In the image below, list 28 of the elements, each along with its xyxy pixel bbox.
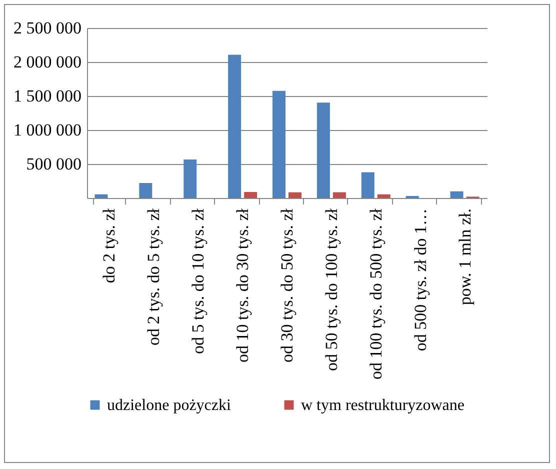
bar <box>228 54 242 198</box>
x-tick-label: od 10 tys. do 30 tys. zł <box>233 208 252 362</box>
bar <box>272 90 286 198</box>
bar <box>244 192 258 198</box>
x-tick-label: od 500 tys. zł do 1… <box>410 208 430 352</box>
x-tick-label: od 100 tys. do 500 tys. zł <box>366 208 386 380</box>
x-tick-label: od 5 tys. do 10 tys. zł <box>188 208 208 354</box>
bar <box>288 192 302 198</box>
x-tick-label: do 2 tys. zł <box>100 208 119 284</box>
y-tick-label: 2 500 000 <box>14 18 82 38</box>
legend-label: w tym restrukturyzowane <box>301 397 465 414</box>
bar <box>332 192 346 198</box>
bar <box>139 182 152 198</box>
bar <box>316 102 330 198</box>
bar <box>94 194 108 198</box>
y-tick-label: 2 000 000 <box>14 52 82 72</box>
y-tick-label: 1 500 000 <box>14 86 82 106</box>
legend-label: udzielone pożyczki <box>107 397 232 414</box>
x-tick-label: od 50 tys. do 100 tys. zł <box>322 208 341 371</box>
bar <box>361 172 374 198</box>
x-tick-label: pow. 1 mln zł. <box>455 208 474 306</box>
x-tick-label: od 2 tys. do 5 tys. zł <box>144 208 164 346</box>
x-tick-label: od 30 tys. do 50 tys. zł <box>278 208 296 362</box>
bar <box>184 160 197 198</box>
bar <box>377 194 390 198</box>
y-tick-label: 500 000 <box>26 154 82 174</box>
bar <box>450 191 464 198</box>
y-tick-label: 1 000 000 <box>14 120 82 140</box>
